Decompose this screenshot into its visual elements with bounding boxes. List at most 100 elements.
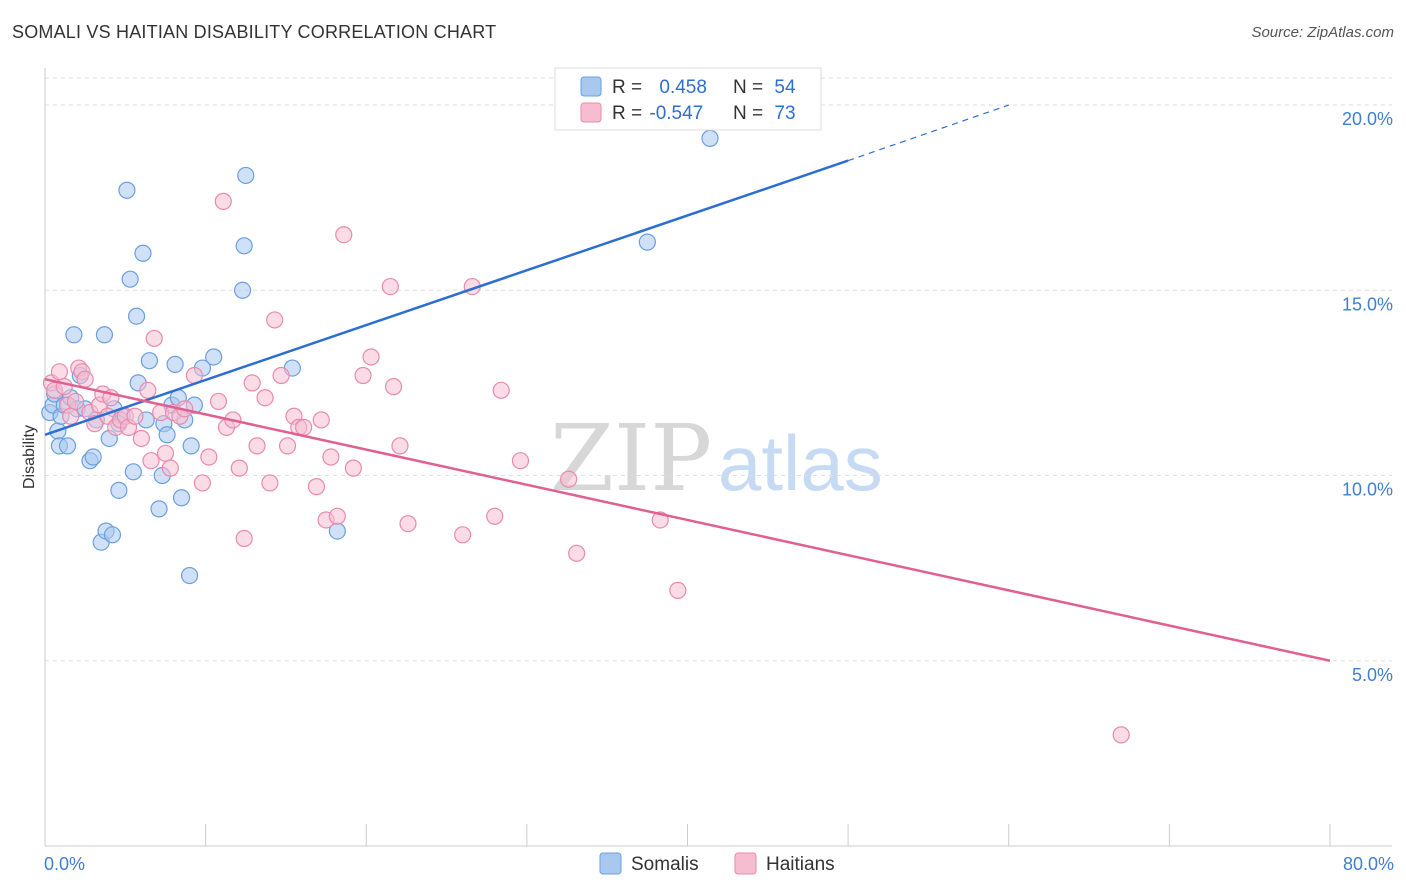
haitian-point	[142, 452, 160, 470]
somali-point	[127, 307, 146, 325]
haitian-point	[243, 374, 261, 392]
watermark-atlas: atlas	[718, 419, 883, 507]
haitian-point	[335, 226, 353, 244]
haitian-point	[354, 366, 372, 385]
legend-n-value-1: 54	[774, 77, 796, 98]
haitian-point	[669, 581, 687, 599]
haitian-point	[266, 311, 284, 329]
somali-point	[58, 437, 77, 455]
svg-text:R = 0.458: R = 0.458	[612, 77, 707, 98]
legend-n-value-2: 73	[774, 103, 795, 124]
bottom-legend-haitians: Haitians	[766, 854, 835, 875]
legend-n-label-2: N =	[733, 103, 768, 124]
haitian-point	[145, 329, 163, 348]
haitian-point	[278, 437, 297, 455]
bottom-legend-swatch-haitians	[734, 852, 757, 875]
haitian-point	[1112, 726, 1130, 744]
haitian-point	[235, 529, 253, 548]
haitian-point	[568, 544, 586, 562]
somali-point	[134, 244, 152, 262]
legend-n-label-1: N =	[733, 77, 768, 98]
legend-r-value-2: -0.547	[649, 103, 703, 124]
bottom-legend-swatch-somalis	[599, 852, 622, 875]
bottom-legend-somalis: Somalis	[631, 854, 699, 875]
haitian-point	[328, 507, 346, 525]
trend-lines	[44, 104, 1331, 662]
haitian-point	[126, 407, 144, 425]
haitian-point	[66, 392, 85, 411]
y-axis-title: Disability	[21, 425, 38, 489]
somali-point	[118, 181, 136, 199]
x-axis-ticks	[44, 824, 1331, 846]
haitian-point	[492, 381, 510, 399]
grid-lines	[45, 77, 1392, 662]
haitians-trend-line	[44, 377, 1331, 662]
somali-point	[110, 481, 128, 499]
haitian-point	[307, 478, 326, 496]
haitian-point	[50, 363, 69, 381]
haitian-point	[272, 366, 290, 385]
haitian-point	[399, 515, 417, 533]
somali-point	[158, 426, 176, 444]
haitian-point	[362, 348, 380, 366]
y-tick-label: 5.0%	[1352, 665, 1393, 685]
haitian-point	[62, 407, 80, 425]
legend-r-value-1: 0.458	[659, 77, 707, 98]
somali-point	[182, 437, 200, 455]
somali-point	[701, 129, 719, 147]
somalis-points	[41, 129, 719, 585]
haitian-point	[248, 437, 266, 455]
watermark-zip: ZIP	[550, 405, 712, 512]
haitian-point	[322, 448, 340, 466]
series-legend: Somalis Haitians	[599, 852, 835, 875]
y-tick-label: 15.0%	[1342, 294, 1393, 314]
haitian-point	[261, 474, 279, 492]
somalis-trend-extension	[847, 104, 1009, 162]
somali-point	[140, 352, 159, 370]
haitian-point	[200, 448, 218, 466]
y-tick-labels: 5.0% 10.0% 15.0% 20.0%	[1342, 109, 1393, 685]
haitian-point	[214, 192, 232, 210]
haitian-point	[161, 459, 179, 477]
haitian-point	[156, 444, 175, 462]
legend-swatch-haitians	[580, 102, 602, 123]
haitian-point	[312, 411, 330, 429]
somali-point	[103, 526, 122, 544]
x-tick-label-max: 80.0%	[1343, 854, 1394, 874]
haitian-point	[193, 474, 212, 492]
somali-point	[124, 463, 142, 481]
somali-point	[233, 281, 252, 299]
haitian-point	[511, 452, 530, 470]
haitian-point	[209, 392, 228, 411]
svg-text:N = 73: N = 73	[733, 103, 796, 124]
somali-point	[180, 566, 199, 585]
somali-point	[235, 237, 253, 255]
legend-swatch-somalis	[580, 76, 602, 97]
svg-text:R = -0.547: R = -0.547	[612, 103, 703, 124]
haitians-points	[42, 192, 1130, 744]
somali-point	[121, 270, 139, 288]
haitian-point	[391, 437, 409, 455]
x-tick-label-min: 0.0%	[44, 854, 85, 874]
somali-point	[166, 355, 184, 373]
source-label: Source: ZipAtlas.com	[1251, 24, 1394, 41]
haitian-point	[76, 370, 94, 388]
correlation-legend: R = 0.458 N = 54 R = -0.547 N = 73	[554, 67, 822, 131]
haitian-point	[384, 378, 403, 396]
somali-point	[205, 348, 223, 366]
haitian-point	[560, 470, 578, 488]
haitian-point	[230, 459, 248, 477]
y-tick-label: 10.0%	[1342, 480, 1393, 500]
somali-point	[65, 326, 83, 344]
somalis-trend-line	[44, 159, 849, 436]
somali-point	[84, 448, 102, 466]
haitian-point	[295, 418, 313, 436]
haitian-point	[486, 507, 504, 525]
somali-point	[150, 500, 168, 518]
haitian-point	[344, 459, 362, 477]
somali-point	[237, 166, 255, 185]
legend-r-label-1: R =	[612, 77, 647, 98]
somali-point	[95, 326, 114, 344]
svg-text:N = 54: N = 54	[733, 77, 796, 98]
